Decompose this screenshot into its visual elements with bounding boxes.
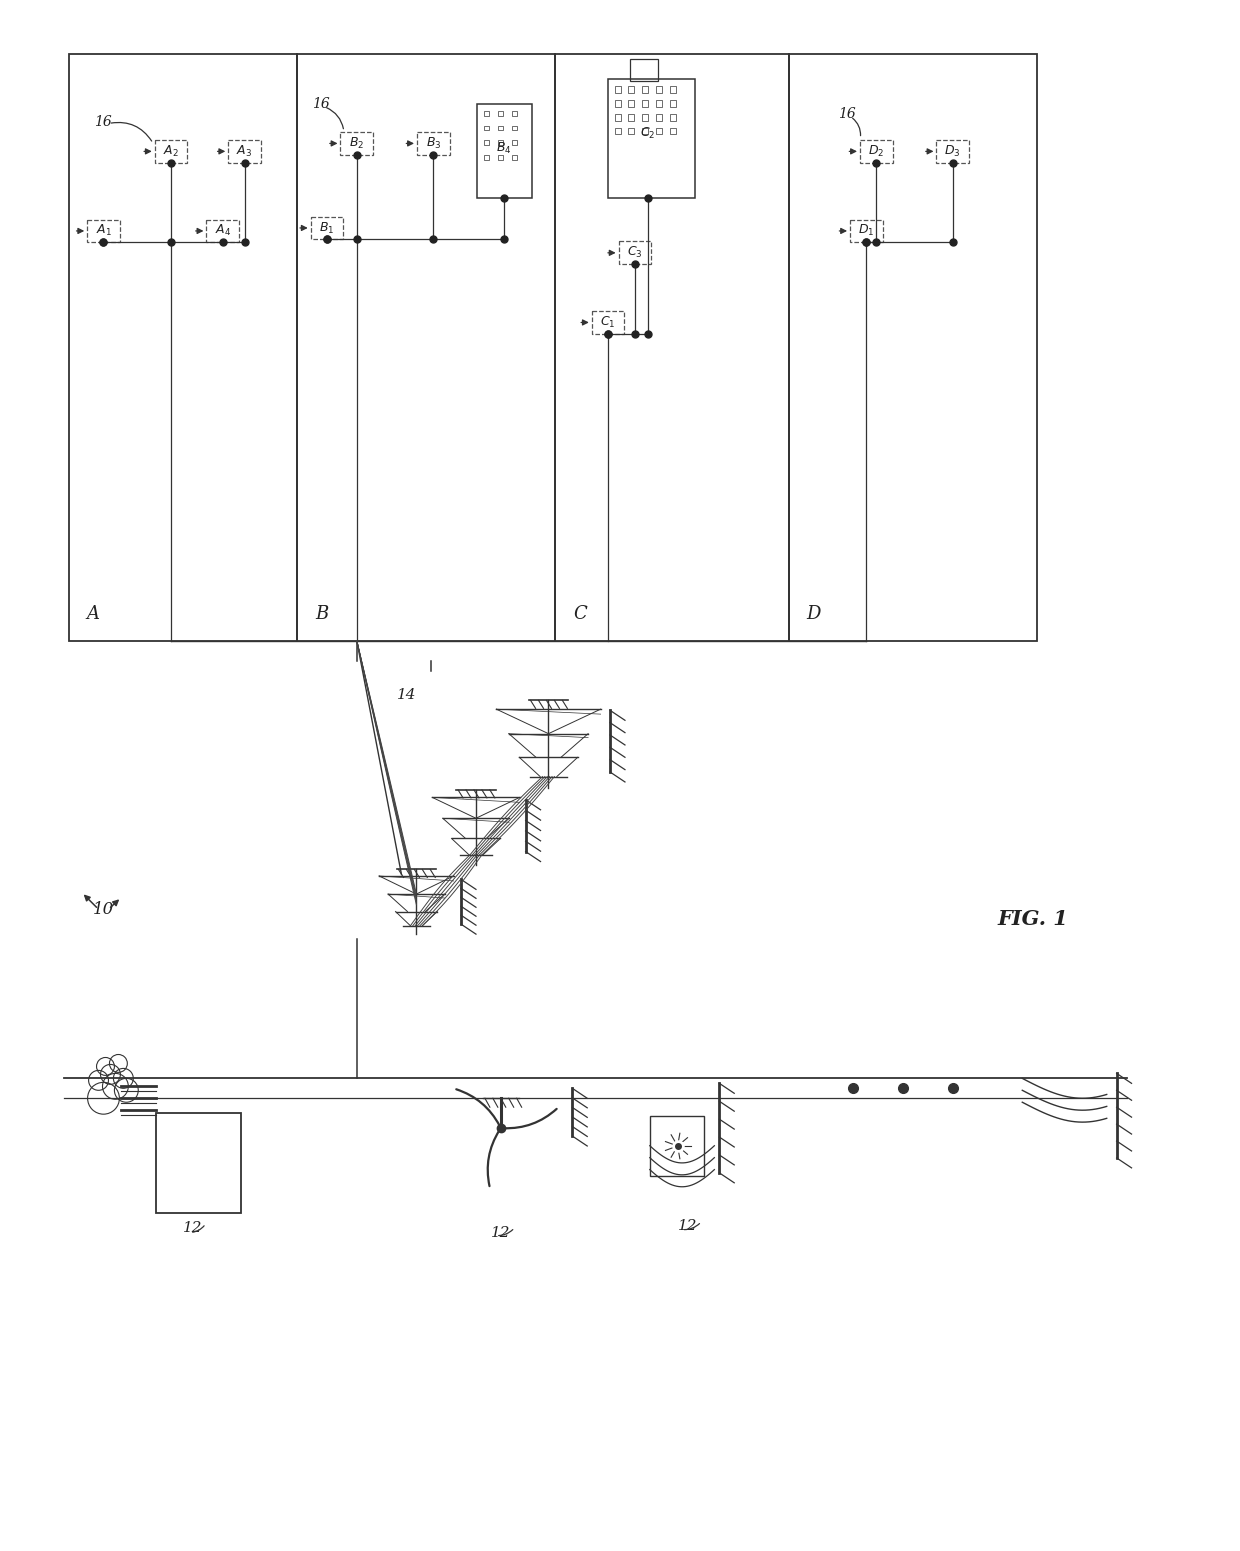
Text: 10: 10 — [93, 901, 114, 918]
Text: $B_4$: $B_4$ — [496, 141, 512, 157]
Bar — [417, 132, 450, 155]
Text: 14: 14 — [397, 689, 415, 703]
Bar — [789, 54, 1037, 641]
Text: $C_1$: $C_1$ — [600, 315, 616, 330]
Text: $A_2$: $A_2$ — [164, 144, 179, 158]
Bar — [484, 126, 489, 130]
Bar — [68, 54, 298, 641]
Bar — [859, 140, 893, 163]
Bar — [206, 220, 239, 242]
Bar — [310, 217, 343, 239]
Bar — [484, 110, 489, 116]
Bar — [642, 127, 647, 135]
Text: $A_1$: $A_1$ — [95, 223, 112, 239]
Text: 16: 16 — [312, 96, 330, 110]
Text: D: D — [807, 605, 821, 624]
Bar — [298, 54, 556, 641]
Text: $D_2$: $D_2$ — [868, 144, 884, 158]
Bar — [615, 113, 621, 121]
Bar — [512, 141, 517, 146]
Bar — [512, 155, 517, 160]
Text: $A_4$: $A_4$ — [215, 223, 231, 239]
Bar — [627, 113, 634, 121]
Bar — [497, 110, 502, 116]
Bar — [670, 99, 676, 107]
Text: 16: 16 — [838, 107, 857, 121]
Bar — [619, 242, 651, 264]
Bar — [497, 126, 502, 130]
Bar — [670, 113, 676, 121]
Bar — [936, 140, 970, 163]
Bar — [155, 140, 187, 163]
Text: $B_1$: $B_1$ — [320, 220, 335, 236]
Text: 12: 12 — [678, 1219, 697, 1233]
Bar — [615, 85, 621, 93]
Bar — [656, 85, 662, 93]
Text: $B_2$: $B_2$ — [350, 136, 365, 150]
Bar — [497, 141, 502, 146]
Bar — [670, 127, 676, 135]
Bar — [849, 220, 883, 242]
Bar — [627, 99, 634, 107]
Bar — [650, 1117, 704, 1176]
Bar — [615, 127, 621, 135]
Text: A: A — [87, 605, 99, 624]
Bar — [656, 113, 662, 121]
Bar — [591, 312, 625, 333]
Bar — [630, 59, 657, 81]
Bar — [627, 127, 634, 135]
Bar — [228, 140, 260, 163]
Bar — [642, 113, 647, 121]
Bar — [477, 104, 532, 199]
Text: $D_3$: $D_3$ — [945, 144, 961, 158]
Text: $D_1$: $D_1$ — [858, 223, 874, 239]
Bar — [156, 1114, 241, 1213]
Bar — [656, 99, 662, 107]
Text: C: C — [573, 605, 587, 624]
Bar — [484, 155, 489, 160]
Bar — [670, 85, 676, 93]
Bar — [497, 155, 502, 160]
Bar — [512, 126, 517, 130]
Bar — [87, 220, 120, 242]
Bar — [642, 99, 647, 107]
Bar — [484, 141, 489, 146]
Text: 16: 16 — [93, 115, 112, 129]
Text: $C_3$: $C_3$ — [627, 245, 642, 261]
Bar — [642, 85, 647, 93]
Bar — [656, 127, 662, 135]
Bar — [341, 132, 373, 155]
Text: $B_3$: $B_3$ — [425, 136, 441, 150]
Text: B: B — [315, 605, 329, 624]
Text: 12: 12 — [491, 1225, 511, 1239]
Bar — [512, 110, 517, 116]
Bar — [615, 99, 621, 107]
Text: $A_3$: $A_3$ — [237, 144, 253, 158]
Text: $C_2$: $C_2$ — [640, 126, 656, 141]
Text: 12: 12 — [184, 1221, 202, 1235]
Bar — [556, 54, 789, 641]
Bar — [608, 79, 696, 199]
Text: FIG. 1: FIG. 1 — [997, 909, 1068, 929]
Bar — [627, 85, 634, 93]
